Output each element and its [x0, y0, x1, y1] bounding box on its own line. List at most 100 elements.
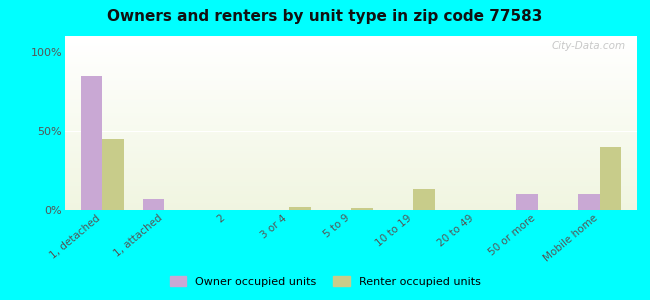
- Bar: [65, 151, 637, 153]
- Bar: [65, 107, 637, 109]
- Bar: [65, 81, 637, 83]
- Bar: [65, 146, 637, 147]
- Bar: [65, 200, 637, 201]
- Bar: [65, 205, 637, 206]
- Bar: [65, 142, 637, 144]
- Bar: [65, 156, 637, 158]
- Bar: [65, 177, 637, 179]
- Bar: [65, 167, 637, 168]
- Bar: [65, 130, 637, 132]
- Bar: [65, 116, 637, 118]
- Bar: [65, 121, 637, 123]
- Bar: [65, 201, 637, 203]
- Bar: [65, 95, 637, 97]
- Bar: [65, 160, 637, 161]
- Bar: [65, 158, 637, 160]
- Bar: [65, 128, 637, 130]
- Bar: [143, 199, 164, 210]
- Bar: [65, 198, 637, 200]
- Bar: [65, 97, 637, 99]
- Bar: [81, 76, 102, 210]
- Bar: [65, 139, 637, 140]
- Bar: [65, 173, 637, 175]
- Bar: [65, 102, 637, 104]
- Text: City-Data.com: City-Data.com: [551, 41, 625, 51]
- Bar: [65, 62, 637, 64]
- Bar: [65, 109, 637, 111]
- Bar: [65, 168, 637, 170]
- Bar: [65, 147, 637, 149]
- Bar: [65, 154, 637, 156]
- Bar: [65, 46, 637, 48]
- Bar: [65, 208, 637, 210]
- Bar: [65, 90, 637, 92]
- Bar: [65, 73, 637, 74]
- Bar: [65, 184, 637, 186]
- Bar: [65, 38, 637, 40]
- Bar: [65, 76, 637, 78]
- Bar: [65, 193, 637, 194]
- Bar: [65, 93, 637, 95]
- Bar: [65, 194, 637, 196]
- Bar: [65, 163, 637, 165]
- Bar: [65, 161, 637, 163]
- Bar: [65, 86, 637, 88]
- Bar: [65, 119, 637, 121]
- Bar: [65, 48, 637, 50]
- Bar: [65, 125, 637, 127]
- Bar: [65, 45, 637, 46]
- Bar: [65, 99, 637, 100]
- Bar: [413, 189, 435, 210]
- Bar: [65, 100, 637, 102]
- Bar: [65, 60, 637, 62]
- Bar: [102, 139, 124, 210]
- Bar: [65, 43, 637, 45]
- Bar: [65, 149, 637, 151]
- Bar: [65, 50, 637, 52]
- Bar: [65, 182, 637, 184]
- Bar: [65, 83, 637, 85]
- Bar: [65, 206, 637, 208]
- Bar: [65, 180, 637, 182]
- Bar: [515, 194, 538, 210]
- Bar: [65, 66, 637, 67]
- Bar: [65, 188, 637, 189]
- Bar: [65, 64, 637, 66]
- Bar: [65, 127, 637, 128]
- Bar: [65, 112, 637, 114]
- Bar: [65, 123, 637, 125]
- Bar: [65, 41, 637, 43]
- Bar: [65, 144, 637, 146]
- Bar: [65, 153, 637, 154]
- Bar: [65, 53, 637, 55]
- Bar: [65, 118, 637, 119]
- Bar: [65, 165, 637, 167]
- Bar: [65, 170, 637, 172]
- Bar: [600, 147, 621, 210]
- Bar: [578, 194, 600, 210]
- Bar: [65, 175, 637, 177]
- Bar: [65, 189, 637, 191]
- Bar: [65, 114, 637, 116]
- Bar: [65, 88, 637, 90]
- Bar: [65, 85, 637, 86]
- Bar: [65, 172, 637, 173]
- Bar: [65, 186, 637, 188]
- Bar: [65, 140, 637, 142]
- Bar: [65, 137, 637, 139]
- Bar: [65, 179, 637, 180]
- Bar: [65, 52, 637, 53]
- Bar: [65, 58, 637, 60]
- Bar: [65, 196, 637, 198]
- Bar: [351, 208, 372, 210]
- Bar: [289, 207, 311, 210]
- Bar: [65, 134, 637, 135]
- Bar: [65, 57, 637, 58]
- Bar: [65, 69, 637, 71]
- Bar: [65, 67, 637, 69]
- Bar: [65, 71, 637, 73]
- Bar: [65, 80, 637, 81]
- Bar: [65, 191, 637, 193]
- Bar: [65, 111, 637, 112]
- Bar: [65, 55, 637, 57]
